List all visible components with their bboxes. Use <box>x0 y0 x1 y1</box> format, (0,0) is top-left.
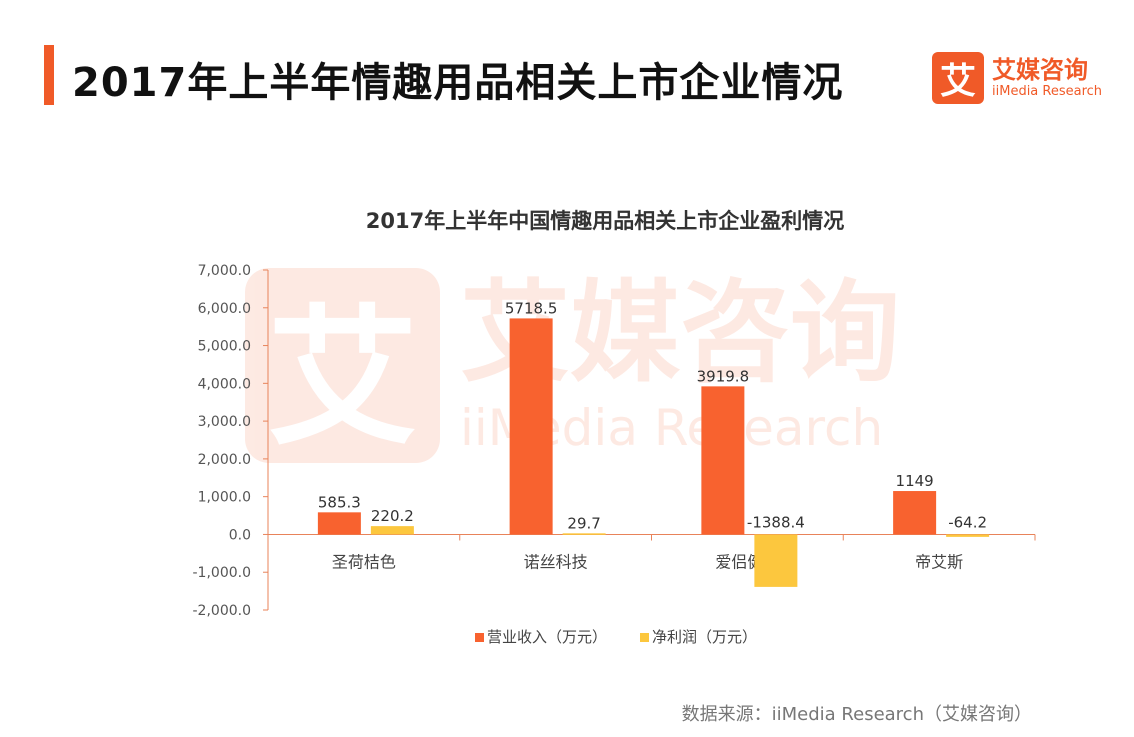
bar-profit <box>562 533 606 535</box>
bar-revenue <box>893 491 937 535</box>
legend-label: 营业收入（万元） <box>487 628 607 646</box>
bar-revenue <box>317 512 361 535</box>
data-label: 3919.8 <box>697 367 750 385</box>
data-label: 29.7 <box>567 514 600 532</box>
y-tick-label: 5,000.0 <box>198 339 251 355</box>
data-label: -64.2 <box>948 513 987 531</box>
bar-profit <box>946 534 990 537</box>
x-tick-label: 诺丝科技 <box>524 552 588 571</box>
bar-revenue <box>509 318 553 535</box>
x-tick-label: 圣荷桔色 <box>332 552 396 571</box>
title-accent-bar <box>44 45 54 105</box>
y-tick-label: 6,000.0 <box>198 301 251 317</box>
y-tick-label: 0.0 <box>229 527 251 543</box>
logo-name-en: iiMedia Research <box>992 84 1103 99</box>
bar-profit <box>370 526 414 535</box>
bar-revenue <box>701 386 745 535</box>
legend-swatch <box>640 633 649 642</box>
y-tick-label: 3,000.0 <box>198 414 251 430</box>
y-tick-label: 2,000.0 <box>198 452 251 468</box>
y-tick-label: 4,000.0 <box>198 376 251 392</box>
data-label: 1149 <box>896 472 934 490</box>
bar-profit <box>754 534 798 587</box>
data-label: 220.2 <box>371 507 414 525</box>
data-label: 585.3 <box>318 493 361 511</box>
x-tick-label: 帝艾斯 <box>915 552 963 571</box>
logo-name-cn: 艾媒咨询 <box>992 56 1088 84</box>
logo: 艾 艾媒咨询 iiMedia Research <box>932 52 1102 104</box>
chart-title: 2017年上半年中国情趣用品相关上市企业盈利情况 <box>365 209 845 233</box>
logo-icon: 艾 <box>932 52 984 104</box>
data-label: -1388.4 <box>747 513 805 531</box>
page-title: 2017年上半年情趣用品相关上市企业情况 <box>72 60 844 106</box>
legend-label: 净利润（万元） <box>652 628 757 646</box>
y-tick-label: 7,000.0 <box>198 263 251 279</box>
legend-swatch <box>475 633 484 642</box>
y-tick-label: -1,000.0 <box>193 565 252 581</box>
y-tick-label: 1,000.0 <box>198 490 251 506</box>
data-label: 5718.5 <box>505 299 558 317</box>
data-source: 数据来源：iiMedia Research（艾媒咨询） <box>681 704 1032 725</box>
y-tick-label: -2,000.0 <box>193 603 252 619</box>
